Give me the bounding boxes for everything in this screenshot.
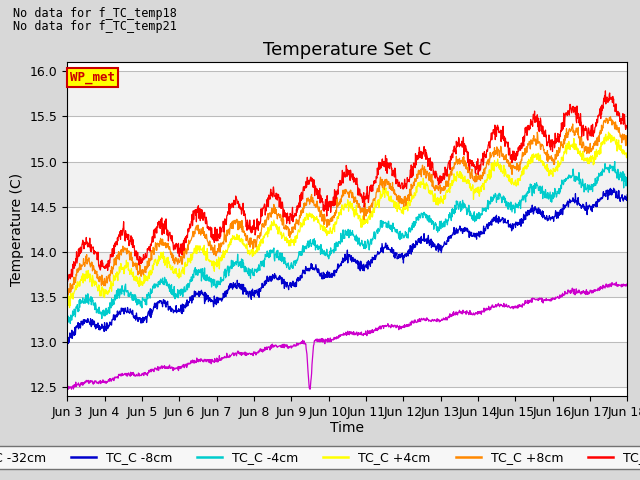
Y-axis label: Temperature (C): Temperature (C) xyxy=(10,173,24,286)
Bar xyxy=(67,252,627,297)
Text: No data for f_TC_temp18: No data for f_TC_temp18 xyxy=(13,7,177,20)
Title: Temperature Set C: Temperature Set C xyxy=(263,41,431,60)
Bar xyxy=(67,72,627,117)
Bar xyxy=(67,162,627,207)
Legend: TC_C -32cm, TC_C -8cm, TC_C -4cm, TC_C +4cm, TC_C +8cm, TC_C +12cm: TC_C -32cm, TC_C -8cm, TC_C -4cm, TC_C +… xyxy=(0,446,640,469)
X-axis label: Time: Time xyxy=(330,421,364,435)
Text: No data for f_TC_temp21: No data for f_TC_temp21 xyxy=(13,20,177,33)
Text: WP_met: WP_met xyxy=(70,71,115,84)
Bar xyxy=(67,342,627,387)
